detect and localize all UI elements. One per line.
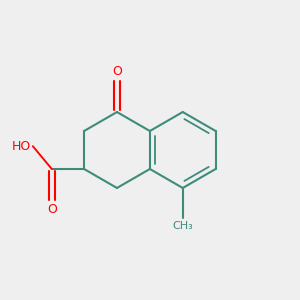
Text: HO: HO <box>12 140 31 153</box>
Text: O: O <box>47 203 57 216</box>
Text: CH₃: CH₃ <box>172 221 193 231</box>
Text: O: O <box>112 65 122 78</box>
